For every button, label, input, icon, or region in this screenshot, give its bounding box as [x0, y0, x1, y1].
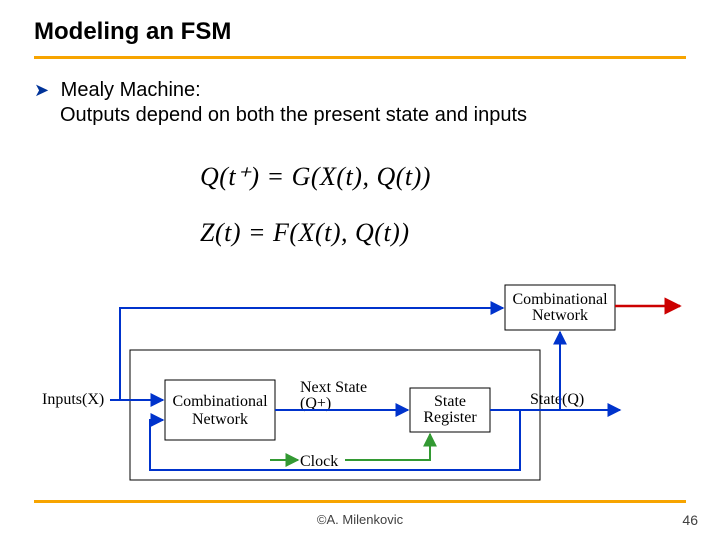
state-register-label-2: Register	[423, 409, 477, 426]
combinational-network-1-box	[165, 380, 275, 440]
slide: Modeling an FSM ➤ Mealy Machine: Outputs…	[0, 0, 720, 540]
footer-author-text: A. Milenkovic	[327, 512, 404, 527]
copyright-icon: ©	[317, 512, 327, 527]
combinational-network-2-label-1: Combinational	[512, 291, 608, 308]
wire-clock-to-sr	[345, 434, 430, 460]
state-register-label-1: State	[434, 393, 466, 410]
combinational-network-1-label-1: Combinational	[172, 393, 268, 410]
combinational-network-1-label-2: Network	[192, 411, 248, 428]
next-state-label-1: Next State	[300, 379, 367, 396]
footer-rule	[34, 500, 686, 503]
footer-page-number: 46	[682, 512, 698, 528]
state-q-label: State(Q)	[530, 391, 584, 408]
fsm-diagram: Combinational Network State Register Com…	[0, 0, 720, 540]
clock-label: Clock	[300, 453, 338, 470]
inputs-label: Inputs(X)	[42, 391, 104, 408]
footer-author: ©A. Milenkovic	[0, 512, 720, 527]
combinational-network-2-label-2: Network	[532, 307, 588, 324]
